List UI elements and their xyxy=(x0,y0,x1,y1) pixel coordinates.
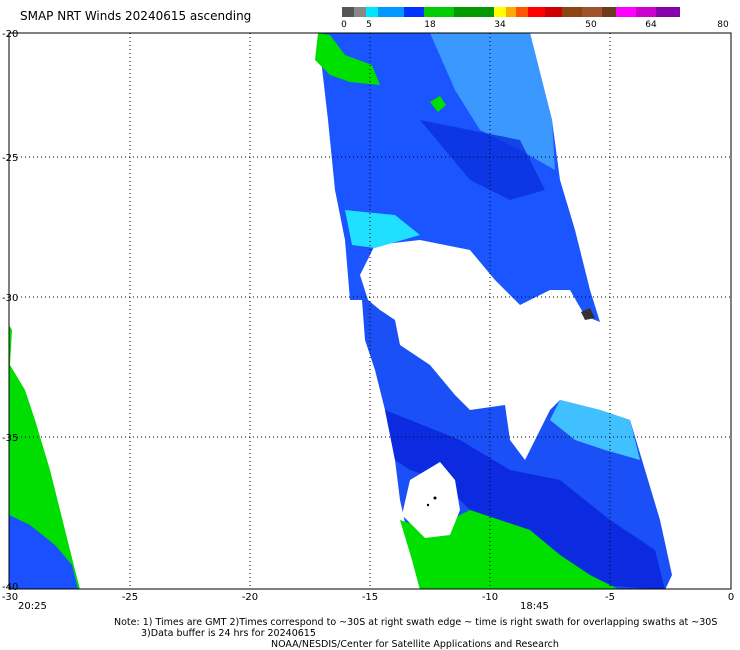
y-tick: -20 xyxy=(2,29,18,40)
colorbar-tick: 80 xyxy=(717,20,729,30)
colorbar-segment xyxy=(616,7,636,17)
swath-south-green xyxy=(400,510,618,589)
x-tick: -15 xyxy=(362,592,378,603)
swath-west-blue xyxy=(9,515,78,589)
swath-north-darkblue xyxy=(420,120,545,200)
colorbar-segment xyxy=(494,7,506,17)
colorbar-tick: 64 xyxy=(645,20,657,30)
swath-west-green xyxy=(9,325,80,589)
colorbar-tick: 18 xyxy=(424,20,436,30)
map-title: SMAP NRT Winds 20240615 ascending xyxy=(20,9,252,23)
x-tick: 0 xyxy=(728,592,734,603)
colorbar-segment xyxy=(366,7,378,17)
data-gap xyxy=(402,462,460,538)
colorbar-segment xyxy=(424,7,454,17)
colorbar-segment xyxy=(582,7,602,17)
colorbar-tick: 34 xyxy=(494,20,506,30)
colorbar-tick: 50 xyxy=(585,20,597,30)
colorbar-segment xyxy=(516,7,528,17)
colorbar-segment xyxy=(545,7,562,17)
x-tick: -5 xyxy=(605,592,615,603)
swath-north-lightblue xyxy=(430,33,555,170)
colorbar-segment xyxy=(528,7,545,17)
x-tick: -30 xyxy=(2,592,18,603)
colorbar-segment xyxy=(602,7,616,17)
wind-speed-colorbar xyxy=(342,7,729,17)
note-line-3: NOAA/NESDIS/Center for Satellite Applica… xyxy=(271,639,559,650)
colorbar-tick: 0 xyxy=(341,20,347,30)
x-tick: -10 xyxy=(482,592,498,603)
x-tick: -20 xyxy=(242,592,258,603)
swath-north-dark-spot xyxy=(581,308,595,320)
colorbar-segment xyxy=(656,7,680,17)
y-tick: -25 xyxy=(2,153,18,164)
note-line-1: Note: 1) Times are GMT 2)Times correspon… xyxy=(114,617,718,628)
colorbar-segment xyxy=(342,7,354,17)
colorbar-segment xyxy=(506,7,516,17)
x-tick: -25 xyxy=(122,592,138,603)
y-tick: -30 xyxy=(2,293,18,304)
colorbar-segment xyxy=(454,7,494,17)
colorbar-tick: 5 xyxy=(366,20,372,30)
swath-south-cyan xyxy=(550,400,640,460)
axis-ticks: -30 -25 -20 -15 -10 -5 0 -20 -25 -30 -35… xyxy=(2,29,734,603)
plot-frame xyxy=(8,32,732,590)
y-tick: -35 xyxy=(2,433,18,444)
colorbar-segment xyxy=(378,7,404,17)
swath-north-green-patch xyxy=(315,33,380,85)
colorbar-segment xyxy=(636,7,656,17)
time-center: 18:45 xyxy=(520,601,549,612)
y-tick: -40 xyxy=(2,582,18,593)
colorbar-segment xyxy=(404,7,424,17)
time-left: 20:25 xyxy=(18,601,47,612)
swath-north-green-spot xyxy=(430,96,446,112)
colorbar-segment xyxy=(354,7,366,17)
swath-north-cyan xyxy=(345,210,420,248)
note-line-2: 3)Data buffer is 24 hrs for 20240615 xyxy=(141,628,316,639)
colorbar-segment xyxy=(562,7,582,17)
swath-south-darkblue xyxy=(385,410,665,589)
